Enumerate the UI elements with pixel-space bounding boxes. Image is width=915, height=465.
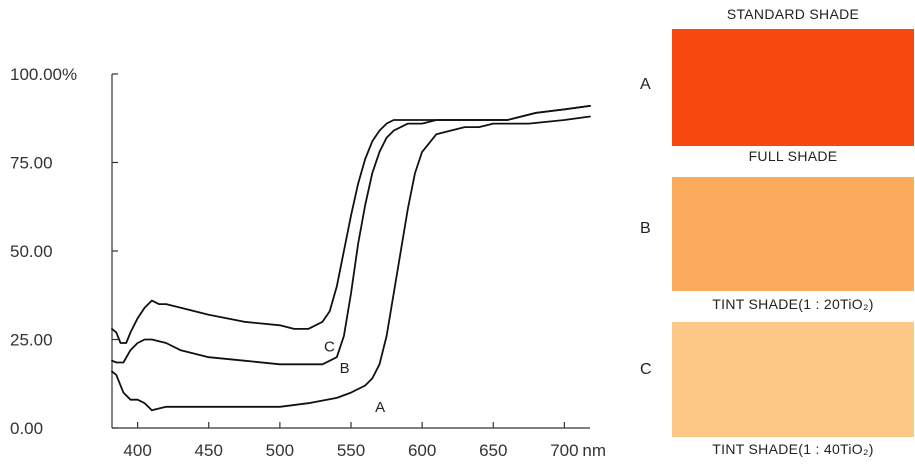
x-tick-label: 450 [195, 441, 223, 460]
swatch-tint-shade-20 [672, 322, 914, 437]
x-unit-label: nm [582, 441, 606, 460]
swatch-standard-shade [672, 29, 914, 146]
swatch-full-shade [672, 177, 914, 291]
x-tick-label: 500 [266, 441, 294, 460]
curve-label-c: C [324, 339, 335, 356]
y-tick-label: 25.00 [10, 331, 53, 350]
spectral-reflectance-chart: 0.00 25.00 50.00 75.00 100.00% 400 450 500 550 60… [10, 65, 606, 460]
x-tick-label: 600 [408, 441, 436, 460]
series-line-c [111, 105, 591, 344]
tint-shade-20-heading: TINT SHADE(1 : 20TiO₂) [712, 296, 874, 312]
standard-shade-heading: STANDARD SHADE [726, 6, 860, 22]
curve-label-a: A [375, 399, 385, 416]
full-shade-heading: FULL SHADE [748, 148, 838, 164]
x-tick-label: 650 [479, 441, 507, 460]
x-tick-label: 400 [123, 441, 151, 460]
chart-curve-labels: A BC [324, 339, 385, 416]
chart-ticks: 0.00 25.00 50.00 75.00 100.00% 400 450 500 550 60… [10, 65, 606, 460]
series-line-a [111, 115, 591, 412]
y-tick-label: 100.00% [10, 65, 77, 84]
swatch-letter-a: A [640, 76, 651, 93]
curve-label-b: B [340, 360, 350, 377]
y-tick-label: 0.00 [10, 419, 43, 438]
y-tick-label: 75.00 [10, 154, 53, 173]
swatch-letter-c: C [640, 361, 652, 378]
swatch-letter-b: B [640, 220, 651, 237]
chart-axes [111, 74, 590, 429]
chart-series [111, 105, 591, 412]
series-line-b [111, 105, 591, 366]
y-tick-label: 50.00 [10, 242, 53, 261]
x-tick-label: 550 [337, 441, 365, 460]
tint-shade-40-heading: TINT SHADE(1 : 40TiO₂) [712, 441, 874, 457]
x-tick-label: 700 [550, 441, 578, 460]
